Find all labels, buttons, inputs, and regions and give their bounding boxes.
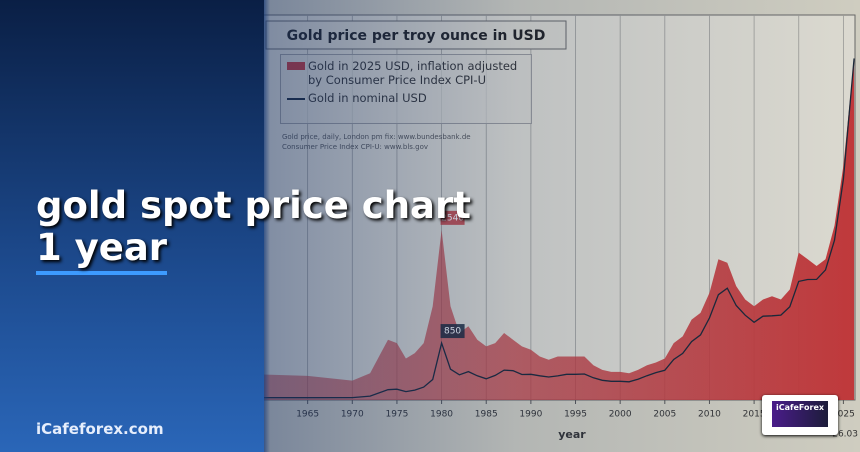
site-name: iCafeforex.com: [36, 420, 164, 438]
left-panel: [0, 0, 264, 452]
logo: iCafeForex: [762, 395, 838, 435]
headline-line: 1 year: [36, 227, 168, 275]
headline-line: gold spot price chart: [36, 184, 471, 227]
headline: gold spot price chart 1 year: [36, 185, 471, 275]
logo-text: iCafeForex: [772, 401, 828, 427]
